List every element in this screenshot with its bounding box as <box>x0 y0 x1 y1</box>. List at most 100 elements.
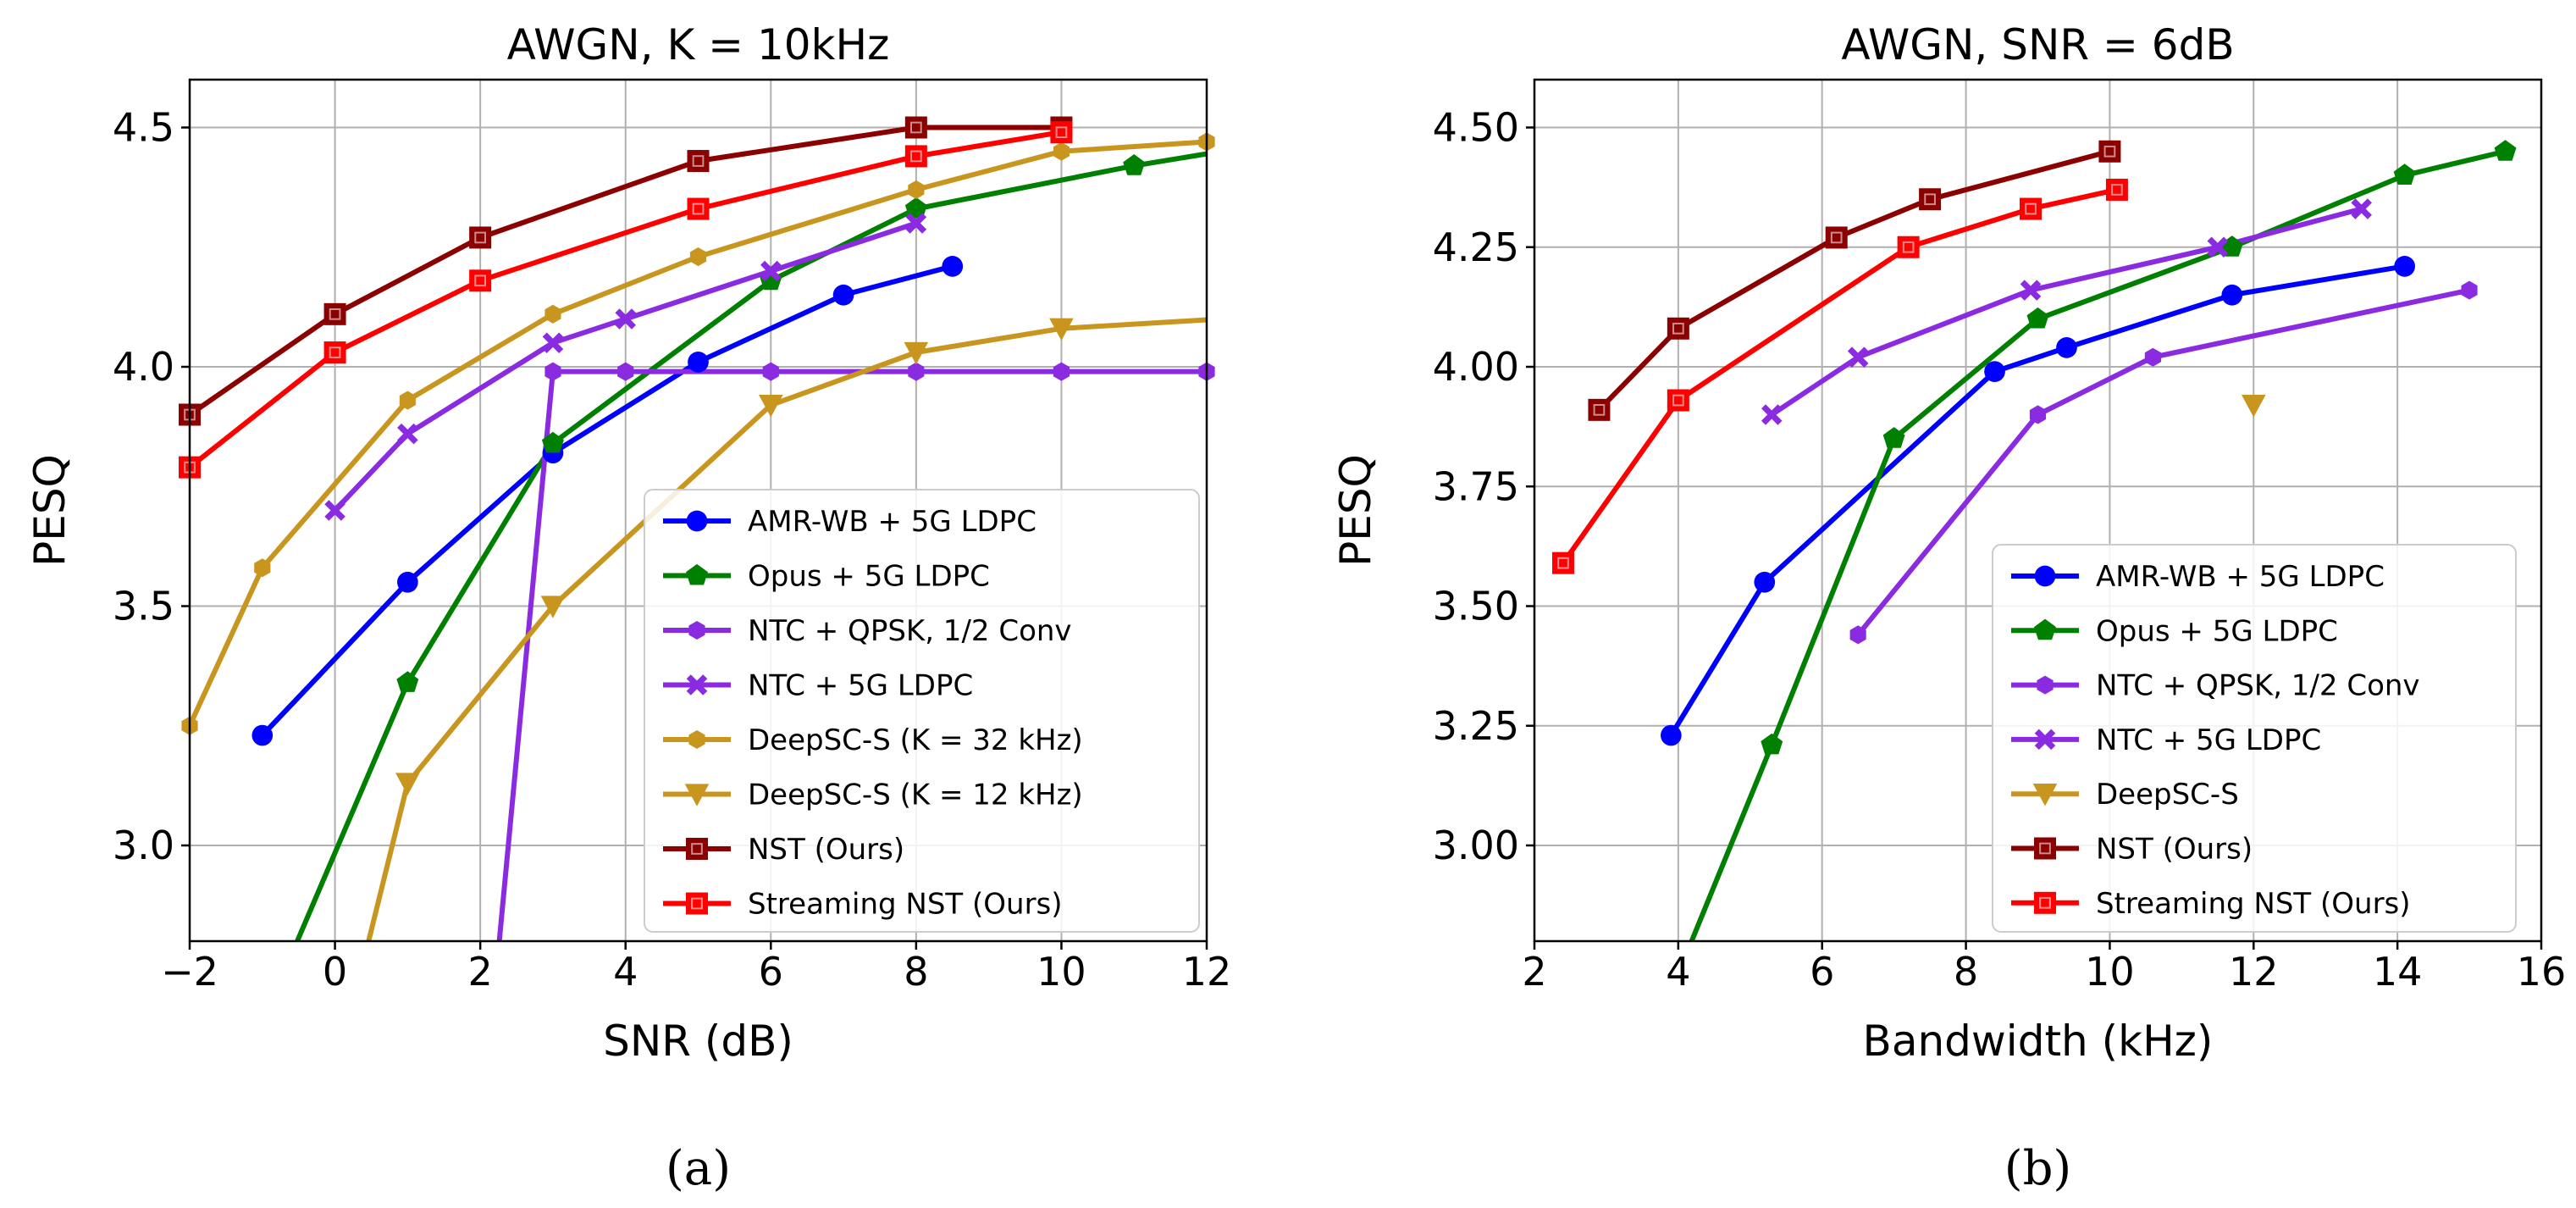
data-point-b-opus-5g-ldpc-1 <box>1761 733 1783 755</box>
y-tick-label-b-5: 4.25 <box>1433 224 1519 270</box>
data-point-a-opus-5g-ldpc-1 <box>396 671 419 692</box>
data-point-a-ntc-5g-ldpc-3 <box>615 308 636 330</box>
y-tick-label-a-0: 3.0 <box>113 823 174 868</box>
legend-label-b-amr-wb-5g-ldpc: AMR-WB + 5G LDPC <box>2096 560 2385 594</box>
data-point-a-streaming-nst-ours-4-inner <box>910 150 922 163</box>
x-tick-label-a-5: 8 <box>904 949 928 995</box>
data-point-a-amr-wb-5g-ldpc-0 <box>252 724 274 746</box>
y-axis-label-a: PESQ <box>25 454 75 567</box>
data-point-a-ntc-5g-ldpc-5 <box>905 213 927 234</box>
data-point-a-nst-ours-4-inner <box>910 121 922 134</box>
data-point-a-ntc-qpsk-1-2-conv-5 <box>1053 362 1070 381</box>
series-line-b-ntc-qpsk-1-2-conv <box>1855 287 2470 637</box>
data-point-a-deepsc-s-k-32-khz-6 <box>1053 141 1070 161</box>
legend-label-a-streaming-nst-ours: Streaming NST (Ours) <box>748 888 1063 922</box>
data-point-a-deepsc-s-k-12-khz-4 <box>904 341 929 365</box>
data-point-a-nst-ours-3-inner <box>692 155 705 167</box>
data-point-a-deepsc-s-k-32-khz-4 <box>689 247 707 267</box>
legend-marker-b-nst-ours <box>2034 837 2056 860</box>
legend-label-a-nst-ours: NST (Ours) <box>748 833 904 867</box>
axes-frame-a <box>188 78 1208 943</box>
y-tick-label-a-2: 4.0 <box>113 344 174 390</box>
data-point-a-streaming-nst-ours-4 <box>904 145 927 168</box>
data-point-b-ntc-qpsk-1-2-conv-2 <box>2144 347 2161 367</box>
legend-box-b <box>1992 544 2517 933</box>
data-point-a-nst-ours-4 <box>904 116 927 139</box>
subfigure-caption-b: (b) <box>2004 1141 2072 1196</box>
chart-title-a: AWGN, K = 10kHz <box>507 20 890 69</box>
data-point-b-nst-ours-2-inner <box>1830 231 1843 244</box>
x-tick-label-a-3: 4 <box>613 949 638 995</box>
legend-marker-b-amr-wb-5g-ldpc <box>2034 565 2056 587</box>
data-point-a-deepsc-s-k-32-khz-1 <box>254 558 271 578</box>
axes-frame-b <box>1533 78 2543 943</box>
legend-label-a-amr-wb-5g-ldpc: AMR-WB + 5G LDPC <box>748 505 1036 539</box>
data-point-a-amr-wb-5g-ldpc-5 <box>942 256 964 277</box>
chart-panel-b: 2 4 6 8 10 12 14 16 3.00 3.25 3.50 3.75 4.00 4.25 4.50… <box>1331 20 2566 1196</box>
y-tick-label-a-3: 4.5 <box>113 105 174 151</box>
legend-a: AMR-WB + 5G LDPC Opus + 5G LDPC NTC + QPSK… <box>644 489 1200 933</box>
data-point-a-nst-ours-1-inner <box>329 308 341 320</box>
data-point-b-nst-ours-1-inner <box>1672 322 1684 335</box>
x-tick-label-b-4: 10 <box>2085 949 2135 995</box>
data-point-a-amr-wb-5g-ldpc-3 <box>688 352 709 373</box>
data-point-a-deepsc-s-k-12-khz-1 <box>395 773 420 795</box>
data-point-b-nst-ours-3 <box>1919 188 1942 211</box>
y-tick-label-b-0: 3.00 <box>1433 823 1519 868</box>
legend-label-a-opus-5g-ldpc: Opus + 5G LDPC <box>748 560 990 594</box>
series-line-b-amr-wb-5g-ldpc <box>1668 263 2406 737</box>
legend-marker-a-streaming-nst-ours <box>686 892 708 915</box>
legend-marker-b-opus-5g-ldpc <box>2034 618 2056 640</box>
x-tick-label-a-6: 10 <box>1036 949 1086 995</box>
legend-label-a-deepsc-s-k-12-khz: DeepSC-S (K = 12 kHz) <box>748 779 1083 812</box>
legend-marker-a-ntc-5g-ldpc <box>686 674 708 695</box>
x-tick-label-a-0: −2 <box>161 949 218 995</box>
data-point-b-nst-ours-0 <box>1588 398 1611 421</box>
data-point-a-streaming-nst-ours-5-inner <box>1055 126 1068 139</box>
legend-marker-a-deepsc-s-k-32-khz <box>688 730 705 749</box>
data-point-a-ntc-5g-ldpc-0 <box>324 500 345 521</box>
legend-label-b-streaming-nst-ours: Streaming NST (Ours) <box>2096 887 2411 921</box>
legend-label-b-nst-ours: NST (Ours) <box>2096 833 2253 867</box>
series-line-a-streaming-nst-ours <box>190 130 1062 469</box>
data-point-a-ntc-qpsk-1-2-conv-3 <box>762 362 779 381</box>
subfigure-caption-a: (a) <box>666 1141 731 1196</box>
data-point-a-amr-wb-5g-ldpc-1 <box>397 571 418 593</box>
data-point-b-streaming-nst-ours-3 <box>2020 197 2043 220</box>
y-tick-label-b-2: 3.50 <box>1433 584 1519 629</box>
data-point-b-streaming-nst-ours-1 <box>1667 389 1689 412</box>
chart-title-b: AWGN, SNR = 6dB <box>1841 20 2234 69</box>
data-point-b-amr-wb-5g-ldpc-4 <box>2221 284 2243 306</box>
data-point-a-streaming-nst-ours-2 <box>469 269 492 292</box>
data-point-b-ntc-qpsk-1-2-conv-0 <box>1849 625 1866 645</box>
x-tick-label-b-6: 14 <box>2373 949 2423 995</box>
data-point-b-ntc-5g-ldpc-2 <box>2020 280 2042 301</box>
data-point-b-opus-5g-ldpc-2 <box>1882 427 1905 448</box>
data-point-b-nst-ours-4-inner <box>2103 145 2116 158</box>
data-point-a-streaming-nst-ours-5 <box>1050 121 1073 144</box>
y-tick-label-a-1: 3.5 <box>113 584 174 629</box>
data-point-a-nst-ours-3 <box>687 150 710 173</box>
data-point-b-deepsc-s-0 <box>2241 395 2266 418</box>
legend-marker-a-nst-ours <box>686 838 708 860</box>
data-point-b-streaming-nst-ours-2 <box>1897 236 1920 258</box>
data-point-a-ntc-5g-ldpc-4 <box>760 260 782 282</box>
x-tick-label-b-0: 2 <box>1522 949 1546 995</box>
data-point-a-ntc-qpsk-1-2-conv-2 <box>617 362 634 381</box>
legend-label-a-ntc-qpsk-1-2-conv: NTC + QPSK, 1/2 Conv <box>748 614 1072 648</box>
data-point-a-deepsc-s-k-12-khz-2 <box>540 596 566 618</box>
legend-label-b-ntc-5g-ldpc: NTC + 5G LDPC <box>2096 723 2321 757</box>
x-tick-label-a-7: 12 <box>1182 949 1232 995</box>
data-point-a-amr-wb-5g-ldpc-4 <box>832 284 854 306</box>
data-point-a-nst-ours-2-inner <box>474 231 486 244</box>
data-point-b-streaming-nst-ours-3-inner <box>2025 202 2037 215</box>
data-point-a-streaming-nst-ours-1-inner <box>329 346 341 358</box>
data-point-a-nst-ours-2 <box>469 226 492 249</box>
data-point-a-opus-5g-ldpc-2 <box>541 431 564 453</box>
data-point-b-streaming-nst-ours-0-inner <box>1557 557 1569 569</box>
legend-marker-a-ntc-qpsk-1-2-conv <box>688 621 705 640</box>
data-point-a-deepsc-s-k-32-khz-2 <box>399 391 416 410</box>
data-point-a-streaming-nst-ours-3 <box>687 197 710 220</box>
data-point-b-ntc-qpsk-1-2-conv-1 <box>2029 405 2047 424</box>
